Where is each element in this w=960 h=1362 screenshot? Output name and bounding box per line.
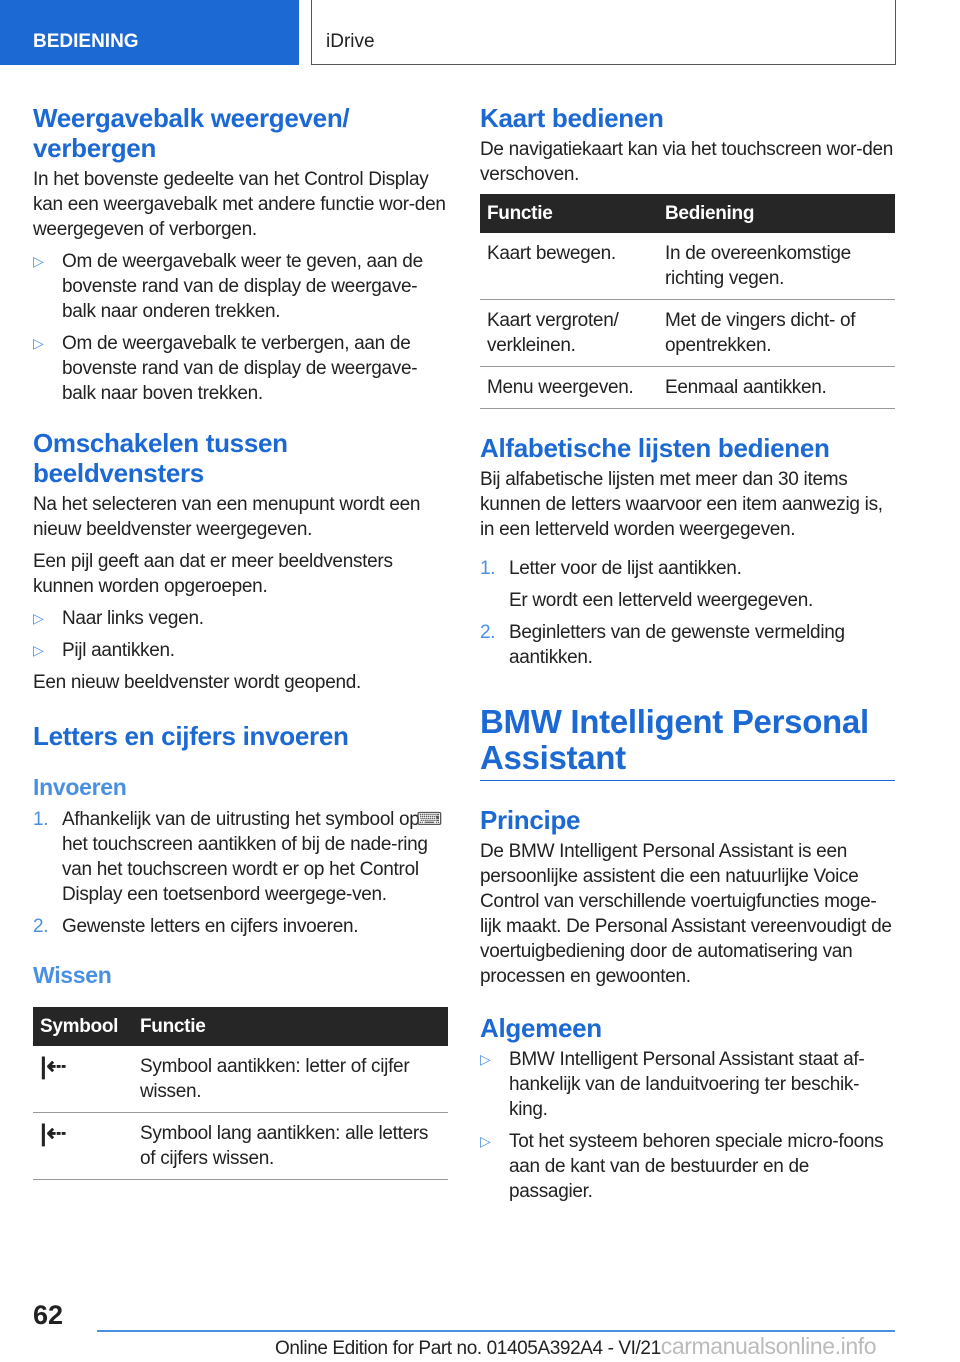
list-item: ▷ Om de weergavebalk weer te geven, aan d… (33, 249, 448, 324)
paragraph: Bij alfabetische lijsten met meer dan 30… (480, 469, 883, 540)
step-number: 1. (33, 809, 49, 830)
heading-input: Invoeren (33, 774, 127, 800)
paragraph: In het bovenste gedeelte van het Control… (33, 169, 446, 240)
table-row: Kaart bewegen. In de overeenkomstige rich… (480, 233, 895, 300)
list-text: Beginletters van de gewenste vermelding … (509, 622, 845, 668)
step-number: 2. (480, 622, 496, 643)
triangle-bullet-icon: ▷ (480, 1051, 491, 1067)
heading-delete: Wissen (33, 962, 112, 988)
list-item: 1. Afhankelijk van de uitrusting het symb… (33, 807, 448, 907)
chapter-title: iDrive (311, 0, 896, 65)
heading-general: Algemeen (480, 1013, 602, 1043)
heading-map: Kaart bedienen (480, 103, 664, 133)
watermark: carmanualsonline.info (660, 1333, 877, 1359)
edition-text: Online Edition for Part no. 01405A392A4 … (275, 1338, 661, 1359)
triangle-bullet-icon: ▷ (33, 335, 44, 351)
delete-back-icon: |⇠ (33, 1112, 133, 1180)
list-text: Afhankelijk van de uitrusting het symboo… (62, 809, 428, 905)
list-item: 2. Gewenste letters en cijfers invoeren. (33, 914, 448, 939)
footer-divider (97, 1330, 895, 1332)
step-number: 1. (480, 558, 496, 579)
heading-toolbar: Weergavebalk weergeven/ verbergen (33, 103, 350, 163)
column-header: Symbool (33, 1007, 133, 1046)
heading-switch: Omschakelen tussen beeldvensters (33, 428, 288, 488)
heading-bmw-assistant: BMW Intelligent Personal Assistant (480, 704, 895, 781)
list-text: Naar links vegen. (62, 608, 204, 629)
paragraph: De BMW Intelligent Personal Assistant is… (480, 841, 892, 987)
triangle-bullet-icon: ▷ (33, 642, 44, 658)
list-item: ▷ Tot het systeem behoren speciale micro-… (480, 1129, 895, 1204)
list-item: ▷ BMW Intelligent Personal Assistant staa… (480, 1047, 895, 1122)
table-cell: Met de vingers dicht- of opentrekken. (658, 299, 895, 367)
heading-alpha: Alfabetische lijsten bedienen (480, 433, 830, 463)
table-cell: Symbool aantikken: letter of cijfer wiss… (133, 1046, 448, 1113)
list-item: ▷ Pijl aantikken. (33, 638, 448, 663)
heading-letters: Letters en cijfers invoeren (33, 721, 349, 751)
footer-text: Online Edition for Part no. 01405A392A4 … (275, 1333, 877, 1360)
left-column: Weergavebalk weergeven/ verbergen In het… (33, 103, 448, 1180)
column-header: Functie (133, 1007, 448, 1046)
list-text: BMW Intelligent Personal Assistant staat… (509, 1049, 865, 1120)
triangle-bullet-icon: ▷ (33, 610, 44, 626)
table-row: |⇠ Symbool lang aantikken: alle letters o… (33, 1112, 448, 1180)
heading-principle: Principe (480, 805, 581, 835)
table-cell: Eenmaal aantikken. (658, 366, 895, 409)
list-text: Er wordt een letterveld weergegeven. (509, 590, 813, 611)
triangle-bullet-icon: ▷ (480, 1133, 491, 1149)
delete-back-icon: |⇠ (33, 1046, 133, 1113)
table-row: Menu weergeven. Eenmaal aantikken. (480, 366, 895, 409)
paragraph: Na het selecteren van een menupunt wordt… (33, 494, 421, 540)
list-item: 2. Beginletters van de gewenste vermeldin… (480, 620, 895, 670)
table-cell: Menu weergeven. (480, 366, 658, 409)
keyboard-touch-icon: ⌨ (416, 809, 442, 829)
list-text: Pijl aantikken. (62, 640, 175, 661)
right-column: Kaart bedienen De navigatiekaart kan via… (480, 103, 895, 1211)
list-text: Om de weergavebalk te verbergen, aan de … (62, 333, 418, 404)
page-number: 62 (33, 1300, 64, 1330)
list-text: Tot het systeem behoren speciale micro-f… (509, 1131, 884, 1202)
paragraph: De navigatiekaart kan via het touchscree… (480, 139, 894, 185)
delete-table: Symbool Functie |⇠ Symbool aantikken: lett… (33, 1007, 448, 1180)
table-cell: Symbool lang aantikken: alle letters of … (133, 1112, 448, 1180)
triangle-bullet-icon: ▷ (33, 253, 44, 269)
column-header: Bediening (658, 194, 895, 233)
section-tab: BEDIENING (0, 0, 299, 65)
paragraph: Een pijl geeft aan dat er meer beeldvens… (33, 551, 393, 597)
table-row: Kaart vergroten/ verkleinen. Met de vinge… (480, 299, 895, 367)
list-text: Letter voor de lijst aantikken. (509, 558, 742, 579)
list-item: Er wordt een letterveld weergegeven. (480, 588, 895, 613)
table-cell: Kaart bewegen. (480, 233, 658, 300)
list-text: Om de weergavebalk weer te geven, aan de… (62, 251, 423, 322)
paragraph: Een nieuw beeldvenster wordt geopend. (33, 672, 361, 693)
table-row: |⇠ Symbool aantikken: letter of cijfer wi… (33, 1046, 448, 1113)
map-table: Functie Bediening Kaart bewegen. In de ove… (480, 194, 895, 409)
list-item: ▷ Om de weergavebalk te verbergen, aan de… (33, 331, 448, 406)
table-cell: In de overeenkomstige richting vegen. (658, 233, 895, 300)
list-item: ▷ Naar links vegen. (33, 606, 448, 631)
list-item: 1. Letter voor de lijst aantikken. (480, 556, 895, 581)
step-number: 2. (33, 916, 49, 937)
list-text: Gewenste letters en cijfers invoeren. (62, 916, 359, 937)
column-header: Functie (480, 194, 658, 233)
table-cell: Kaart vergroten/ verkleinen. (480, 299, 658, 367)
